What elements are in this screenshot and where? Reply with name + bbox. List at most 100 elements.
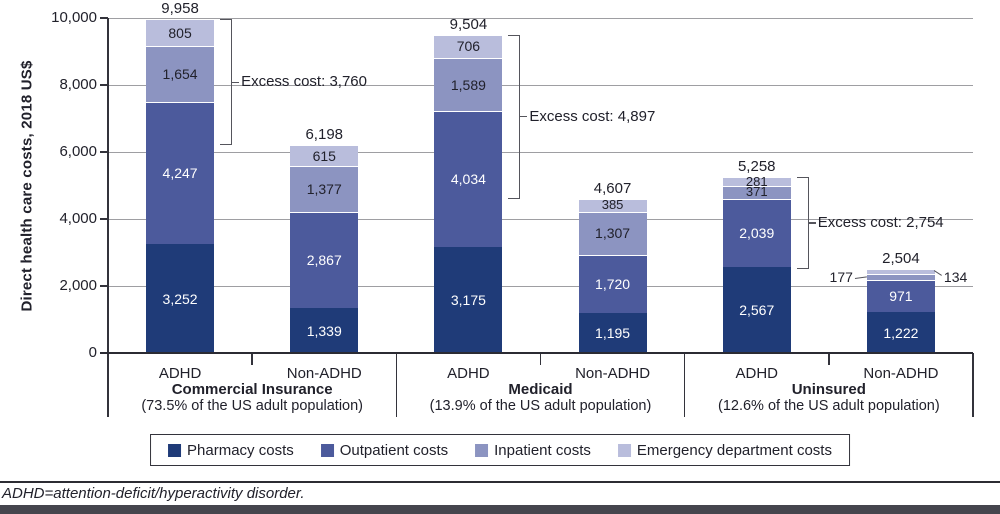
group-population-label: (12.6% of the US adult population) xyxy=(717,398,940,414)
bar-segment xyxy=(578,255,647,313)
bar-segment xyxy=(866,273,935,280)
bar-segment xyxy=(434,111,503,247)
legend-item: Inpatient costs xyxy=(475,442,591,459)
bar-total-label: 9,958 xyxy=(161,0,199,18)
group-divider xyxy=(683,353,686,417)
legend-swatch-icon xyxy=(168,443,182,457)
group-population-label: (13.9% of the US adult population) xyxy=(429,398,652,414)
legend-label: Outpatient costs xyxy=(339,441,449,459)
excess-bracket xyxy=(508,34,521,199)
x-category-label: Non-ADHD xyxy=(286,365,362,382)
group-name-label: Uninsured xyxy=(791,381,866,398)
excess-cost-label: Excess cost: 2,754 xyxy=(817,213,944,231)
segment-value-label: 1,307 xyxy=(595,225,631,242)
bar-segment xyxy=(290,212,359,309)
bar-segment xyxy=(434,246,503,353)
bar-segment xyxy=(722,267,791,353)
y-tick-label: 2,000 xyxy=(59,277,97,294)
segment-value-callout: 177 xyxy=(829,268,853,285)
legend-item: Emergency department costs xyxy=(617,441,832,459)
legend-label: Inpatient costs xyxy=(494,441,591,459)
y-tick-label: 4,000 xyxy=(59,210,97,227)
excess-bracket-tick xyxy=(808,222,816,224)
bar-segment xyxy=(722,186,791,199)
segment-value-label: 1,377 xyxy=(306,181,342,198)
excess-bracket xyxy=(220,19,233,146)
bar-segment xyxy=(146,244,215,353)
segment-value-label: 1,654 xyxy=(162,66,198,83)
segment-value-label: 805 xyxy=(168,24,192,41)
gridline xyxy=(108,84,973,86)
segment-value-label: 971 xyxy=(889,287,913,304)
bar-segment xyxy=(290,145,359,166)
y-tick-label: 6,000 xyxy=(59,143,97,160)
segment-value-label: 3,252 xyxy=(162,290,198,307)
bar-total-label: 6,198 xyxy=(305,126,344,144)
x-category-label: ADHD xyxy=(735,365,778,382)
y-axis-tick xyxy=(100,285,108,287)
bar-segment xyxy=(866,269,935,274)
y-axis-tick xyxy=(100,17,108,19)
segment-value-label: 2,039 xyxy=(739,224,775,241)
callout-leader-line xyxy=(854,276,867,280)
gridline xyxy=(108,285,973,287)
segment-value-label: 1,720 xyxy=(595,276,631,293)
y-axis-line xyxy=(107,18,109,353)
legend-swatch-icon xyxy=(320,443,334,457)
x-category-label: ADHD xyxy=(447,365,490,382)
segment-value-label: 3,175 xyxy=(450,291,486,308)
bar-segment xyxy=(866,312,935,353)
bar-segment xyxy=(290,308,359,353)
legend-swatch-icon xyxy=(475,443,489,457)
segment-value-label: 385 xyxy=(601,197,624,213)
group-divider xyxy=(107,353,109,417)
bar-total-label: 5,258 xyxy=(737,157,776,175)
bar-total-label: 2,504 xyxy=(882,250,920,268)
legend-swatch-icon xyxy=(617,443,631,457)
bar-segment xyxy=(722,198,791,267)
bar-segment xyxy=(146,101,215,245)
segment-value-label: 4,247 xyxy=(162,164,198,181)
bar-segment xyxy=(866,279,935,313)
y-tick-label: 8,000 xyxy=(59,76,97,93)
excess-bracket-tick xyxy=(520,115,528,118)
group-name-label: Commercial Insurance xyxy=(171,381,333,398)
y-axis-tick xyxy=(100,151,108,153)
group-center-tick xyxy=(539,353,542,365)
bar-segment xyxy=(146,46,215,102)
legend-label: Emergency department costs xyxy=(636,441,832,459)
bar-total-label: 4,607 xyxy=(593,179,632,197)
legend-label: Pharmacy costs xyxy=(187,441,294,459)
y-tick-label: 10,000 xyxy=(51,9,97,26)
legend-item: Pharmacy costs xyxy=(168,442,294,459)
segment-value-label: 4,034 xyxy=(450,171,486,188)
bar-segment xyxy=(290,165,359,213)
bar-segment xyxy=(578,211,647,256)
group-population-label: (73.5% of the US adult population) xyxy=(141,398,363,414)
segment-value-label: 615 xyxy=(312,147,336,164)
legend-item: Outpatient costs xyxy=(320,441,449,459)
x-category-label: ADHD xyxy=(158,365,202,382)
excess-cost-label: Excess cost: 3,760 xyxy=(241,73,367,91)
gridline xyxy=(108,151,973,153)
group-divider xyxy=(395,353,398,417)
bar-segment xyxy=(434,58,503,112)
segment-value-callout: 134 xyxy=(943,269,968,286)
x-category-label: Non-ADHD xyxy=(863,365,939,382)
y-tick-label: 0 xyxy=(88,344,97,361)
x-axis-line xyxy=(100,352,973,354)
x-category-label: Non-ADHD xyxy=(575,365,651,382)
segment-value-label: 1,589 xyxy=(450,76,486,93)
excess-bracket xyxy=(796,176,809,270)
segment-value-label: 281 xyxy=(745,173,768,189)
group-divider xyxy=(972,353,974,417)
segment-value-label: 2,567 xyxy=(739,302,775,318)
bar-segment xyxy=(578,198,647,212)
gridline xyxy=(108,17,973,19)
segment-value-label: 1,339 xyxy=(306,322,342,339)
gridline xyxy=(108,218,973,220)
excess-cost-label: Excess cost: 4,897 xyxy=(529,107,656,125)
segment-value-label: 371 xyxy=(745,184,768,200)
